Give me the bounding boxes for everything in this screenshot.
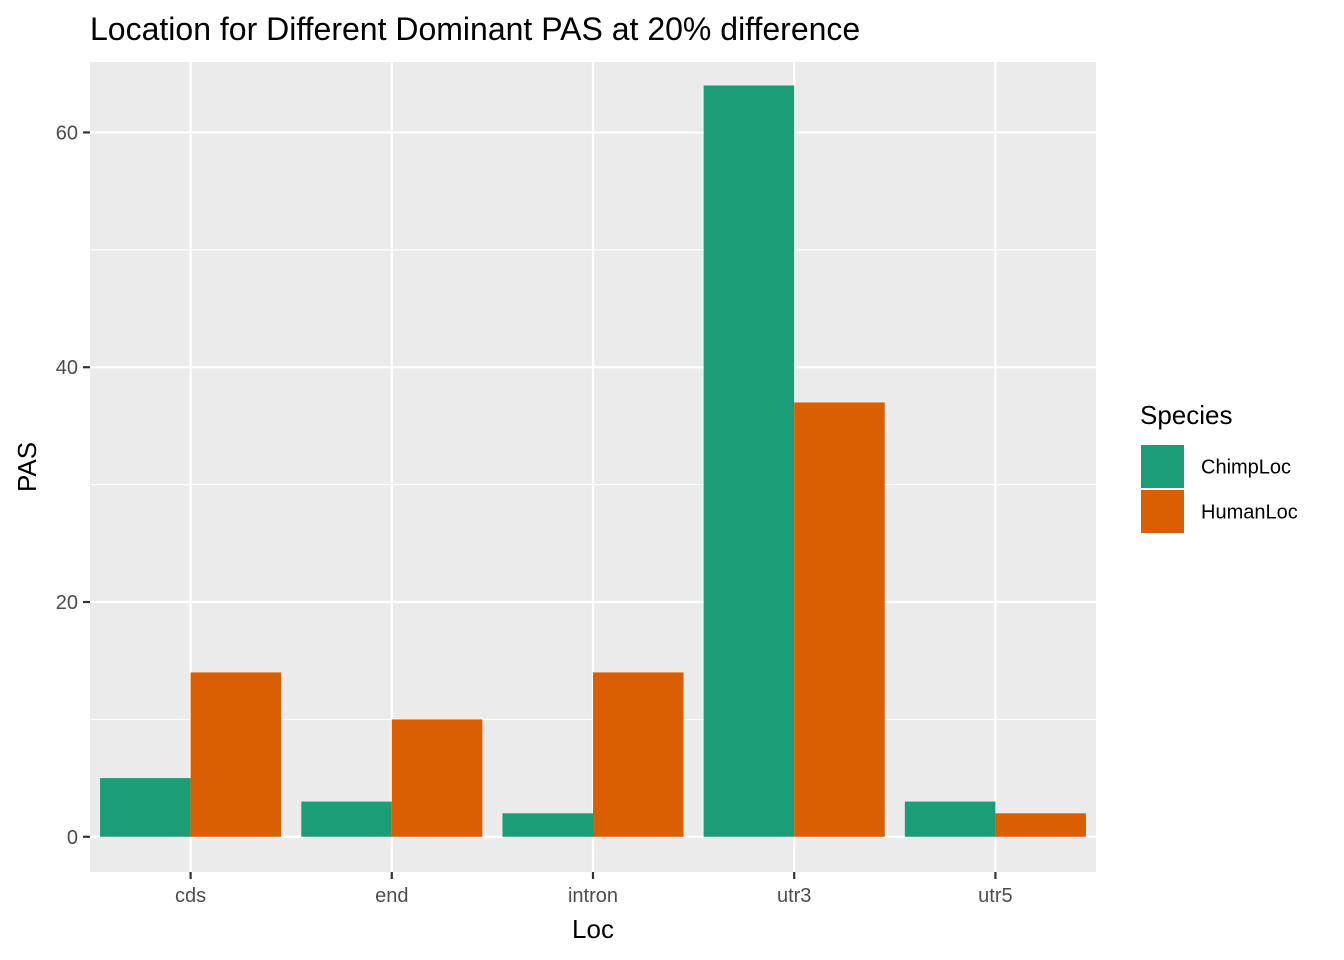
x-tick-label: intron bbox=[568, 885, 618, 907]
y-tick-label: 20 bbox=[56, 592, 78, 614]
bar-ChimpLoc-end bbox=[301, 801, 392, 837]
legend-key-ChimpLoc bbox=[1141, 445, 1184, 488]
bar-HumanLoc-intron bbox=[593, 672, 684, 837]
legend-title: Species bbox=[1140, 400, 1233, 430]
bar-ChimpLoc-intron bbox=[502, 813, 593, 837]
y-axis-title: PAS bbox=[12, 442, 42, 492]
bar-ChimpLoc-utr5 bbox=[904, 801, 996, 837]
y-tick-label: 0 bbox=[67, 827, 78, 849]
x-axis: cds end intron utr3 utr5 bbox=[175, 872, 1013, 907]
bar-ChimpLoc-cds bbox=[100, 778, 191, 837]
bar-HumanLoc-utr5 bbox=[995, 813, 1086, 837]
x-tick-label: cds bbox=[175, 885, 206, 907]
bars-group bbox=[100, 85, 1086, 837]
chart-title: Location for Different Dominant PAS at 2… bbox=[90, 11, 860, 47]
bar-HumanLoc-utr3 bbox=[794, 402, 885, 837]
bar-HumanLoc-cds bbox=[190, 672, 282, 837]
y-tick-label: 60 bbox=[56, 122, 78, 144]
legend-label-HumanLoc: HumanLoc bbox=[1201, 502, 1298, 524]
legend-key-HumanLoc bbox=[1141, 490, 1184, 533]
legend-label-ChimpLoc: ChimpLoc bbox=[1201, 457, 1291, 479]
legend: Species ChimpLoc HumanLoc bbox=[1140, 400, 1298, 533]
x-tick-label: end bbox=[375, 885, 408, 907]
bar-HumanLoc-end bbox=[391, 719, 483, 837]
y-axis: 0 20 40 60 bbox=[56, 122, 90, 849]
x-tick-label: utr3 bbox=[777, 885, 811, 907]
x-axis-title: Loc bbox=[572, 914, 614, 944]
bar-ChimpLoc-utr3 bbox=[703, 85, 795, 837]
y-tick-label: 40 bbox=[56, 357, 78, 379]
x-tick-label: utr5 bbox=[978, 885, 1012, 907]
